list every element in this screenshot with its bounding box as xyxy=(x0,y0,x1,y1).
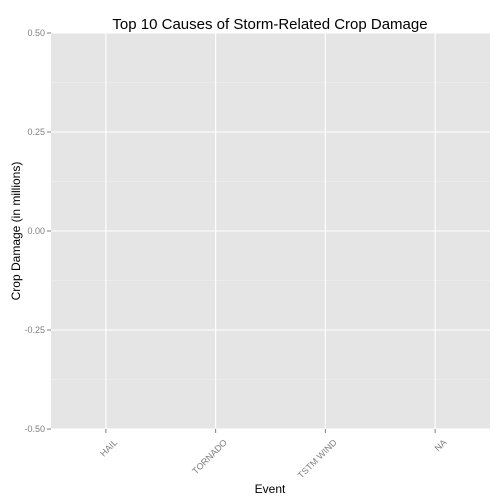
x-axis-ticks: HAIL TORNADO TSTM WIND NA xyxy=(98,429,449,480)
x-tick-label: TORNADO xyxy=(190,437,229,476)
y-tick-label: 0.25 xyxy=(27,127,45,137)
x-tick-label: HAIL xyxy=(98,437,119,458)
x-tick-label: NA xyxy=(433,437,449,453)
y-axis-ticks: -0.50 -0.25 0.00 0.25 0.50 xyxy=(24,28,51,434)
y-tick-label: 0.50 xyxy=(27,28,45,38)
major-grid xyxy=(51,32,490,430)
y-tick-label: 0.00 xyxy=(27,226,45,236)
chart-title: Top 10 Causes of Storm-Related Crop Dama… xyxy=(112,16,427,33)
y-axis-title: Crop Damage (in millions) xyxy=(9,162,23,301)
x-tick-label: TSTM WIND xyxy=(296,437,339,480)
y-tick-label: -0.50 xyxy=(24,424,45,434)
y-tick-label: -0.25 xyxy=(24,325,45,335)
minor-grid xyxy=(51,82,490,380)
x-axis-title: Event xyxy=(255,482,286,496)
